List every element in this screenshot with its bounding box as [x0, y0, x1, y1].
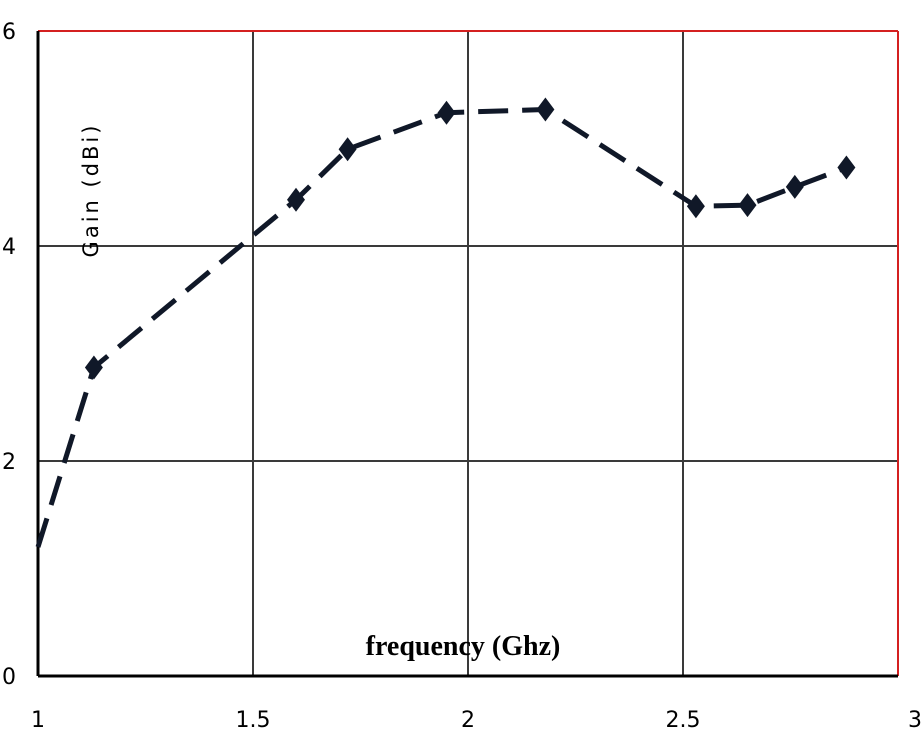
data-point-1 [84, 355, 103, 380]
x-tick-label-3: 2.5 [666, 708, 701, 732]
y-tick-label-1: 2 [2, 450, 16, 475]
data-point-8 [785, 174, 804, 199]
data-point-6 [686, 194, 705, 219]
y-tick-label-3: 6 [2, 20, 16, 45]
tick-labels: 1 1.5 2 2.5 3 0 2 4 6 [2, 20, 922, 732]
data-point-4 [437, 100, 456, 125]
x-tick-label-2: 2 [461, 708, 475, 732]
data-point-2 [287, 187, 305, 212]
x-axis-title: frequency (Ghz) [366, 631, 561, 662]
y-tick-label-0: 0 [2, 665, 16, 690]
x-tick-label-4: 3 [908, 708, 922, 732]
plot-frame [36, 30, 899, 678]
grid-lines [38, 31, 898, 676]
y-axis-title: Gain (dBi) [79, 123, 103, 258]
y-tick-label-2: 4 [2, 235, 16, 260]
data-point-7 [738, 193, 757, 218]
data-point-9 [837, 155, 856, 180]
data-point-3 [338, 137, 357, 162]
x-tick-label-0: 1 [31, 708, 45, 732]
x-tick-label-1: 1.5 [236, 708, 271, 732]
series-line-0 [35, 107, 848, 548]
series-gain [35, 97, 856, 548]
data-point-5 [536, 97, 555, 122]
